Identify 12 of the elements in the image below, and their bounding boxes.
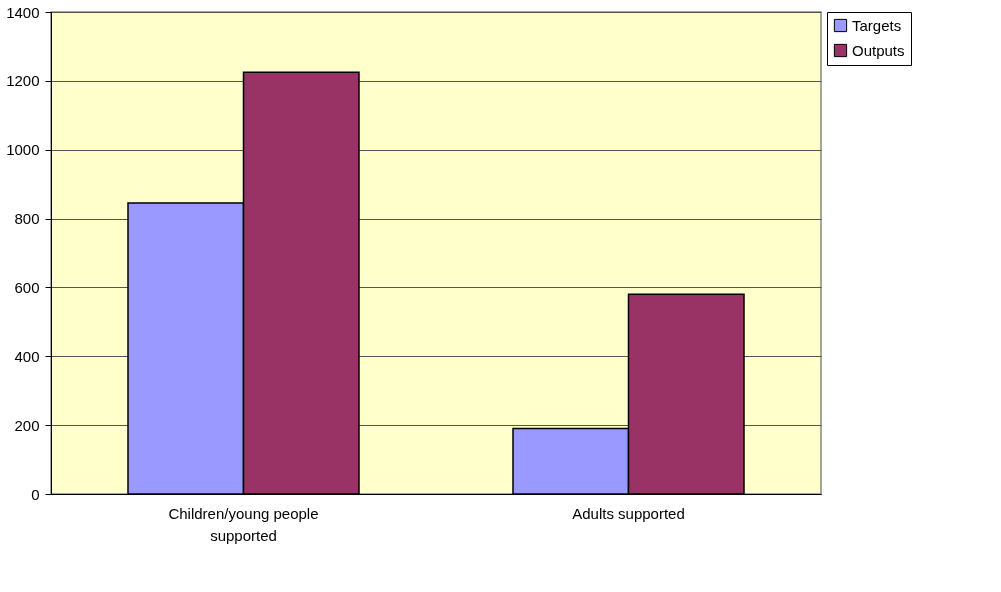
y-tick-label: 0 — [31, 485, 40, 503]
x-tick-label: Children/young people supported — [168, 504, 319, 544]
y-tick-label: 200 — [14, 416, 40, 434]
y-tick-label: 800 — [14, 210, 40, 228]
legend-label: Targets — [852, 16, 902, 34]
legend-label: Outputs — [852, 41, 905, 59]
y-tick-label: 400 — [14, 347, 40, 365]
y-tick-label: 1200 — [6, 72, 40, 90]
y-tick-label: 1400 — [6, 3, 40, 21]
y-tick-label: 600 — [14, 278, 40, 296]
x-tick-label: Adults supported — [572, 504, 685, 522]
y-tick-label: 1000 — [6, 141, 40, 159]
